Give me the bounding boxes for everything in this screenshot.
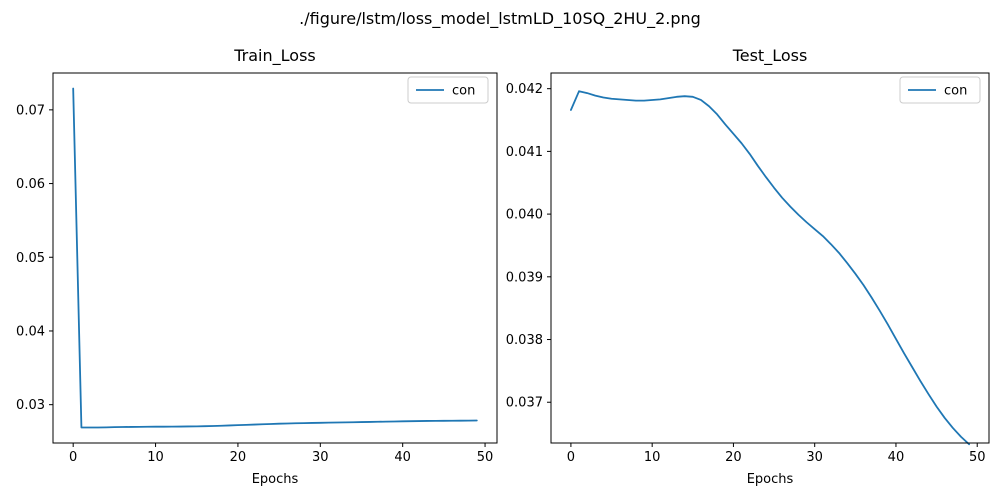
train-loss-panel: Train_Loss 0 10 20 30 40 50 0.03 0.04 0.05 0.06 0.0…	[16, 46, 498, 487]
test-loss-panel: Test_Loss 0 10 20 30 40 50 0.037 0.038 0.039 0.040…	[506, 46, 990, 487]
x-tick-label: 10	[644, 450, 661, 465]
y-tick-label: 0.04	[16, 324, 45, 339]
legend-label-con: con	[944, 84, 967, 99]
series-line-con	[570, 90, 970, 446]
x-tick-label: 40	[394, 450, 411, 465]
legend-label-con: con	[452, 84, 475, 99]
chart-title: Train_Loss	[233, 46, 315, 66]
x-tick-label: 0	[69, 450, 77, 465]
y-tick-label: 0.05	[16, 251, 45, 266]
legend-box	[407, 76, 489, 104]
series-line-con	[72, 87, 478, 429]
legend: con	[407, 76, 489, 104]
x-tick-label: 40	[888, 450, 905, 465]
y-tick-label: 0.037	[506, 396, 543, 411]
y-tick-label: 0.03	[16, 398, 45, 413]
legend: con	[899, 76, 981, 104]
x-tick-label: 50	[969, 450, 986, 465]
x-tick-label: 50	[477, 450, 494, 465]
y-tick-label: 0.041	[506, 145, 543, 160]
x-axis-label: Epochs	[252, 472, 299, 487]
y-tick-label: 0.040	[506, 208, 543, 223]
x-tick-label: 20	[230, 450, 247, 465]
x-axis-label: Epochs	[747, 472, 794, 487]
x-tick-label: 30	[806, 450, 823, 465]
y-tick-label: 0.042	[506, 82, 543, 97]
plot-frame	[550, 72, 990, 444]
legend-box	[899, 76, 981, 104]
y-tick-label: 0.06	[16, 177, 45, 192]
x-tick-label: 30	[312, 450, 329, 465]
x-tick-label: 0	[567, 450, 575, 465]
x-tick-label: 20	[725, 450, 742, 465]
y-tick-label: 0.038	[506, 333, 543, 348]
y-tick-label: 0.039	[506, 270, 543, 285]
y-tick-label: 0.07	[16, 103, 45, 118]
plot-frame	[52, 72, 498, 444]
figure-suptitle: ./figure/lstm/loss_model_lstmLD_10SQ_2HU…	[299, 9, 701, 29]
x-tick-label: 10	[147, 450, 164, 465]
chart-title: Test_Loss	[732, 46, 808, 66]
